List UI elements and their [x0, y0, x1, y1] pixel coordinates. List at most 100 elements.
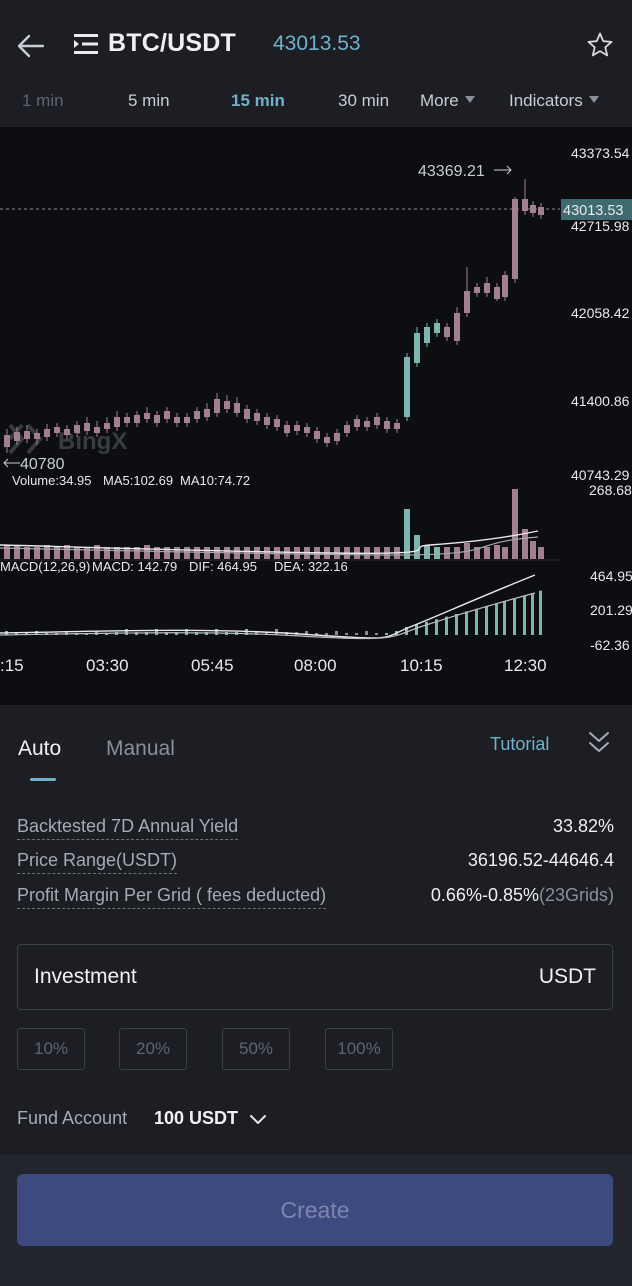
candle-body: [334, 433, 340, 441]
macd-bar: [405, 627, 408, 635]
percent-100-button[interactable]: 100%: [325, 1028, 393, 1070]
macd-bar: [165, 632, 168, 635]
macd-bars-group: [5, 590, 542, 635]
macd-bar: [355, 633, 358, 635]
candle-body: [530, 205, 536, 213]
profit-margin-label[interactable]: Profit Margin Per Grid ( fees deducted): [17, 885, 327, 909]
macd-bar: [215, 629, 218, 635]
volume-bar: [494, 545, 500, 559]
price-axis-label-1: 43373.54: [571, 145, 630, 161]
volume-bar: [144, 545, 150, 559]
percent-20-button[interactable]: 20%: [119, 1028, 187, 1070]
last-price: 43013.53: [273, 32, 361, 55]
macd-bar: [495, 603, 498, 635]
candle-body: [374, 417, 380, 425]
volume-bar: [414, 535, 420, 559]
tab-more[interactable]: More: [420, 91, 475, 111]
favorite-star-icon[interactable]: [586, 31, 614, 59]
fund-account-value[interactable]: 100 USDT: [154, 1108, 239, 1128]
volume-bars-group: [4, 489, 544, 559]
candle-body: [484, 283, 490, 293]
macd-bar: [465, 611, 468, 635]
candle-body: [384, 421, 390, 429]
macd-legend-dif: DIF: 464.95: [189, 559, 257, 574]
annual-yield-value: 33.82%: [552, 816, 614, 836]
volume-bar: [434, 547, 440, 559]
tab-auto[interactable]: Auto: [18, 737, 62, 760]
tab-indicators[interactable]: Indicators: [509, 91, 599, 111]
macd-bar: [345, 633, 348, 635]
percent-50-button[interactable]: 50%: [222, 1028, 290, 1070]
macd-axis-label-2: 201.29: [590, 602, 632, 618]
price-axis-label-5: 40743.29: [571, 467, 630, 483]
info-row-price-range: Price Range(USDT) 36196.52-44646.4: [17, 850, 614, 878]
volume-bar: [114, 547, 120, 559]
candle-body: [104, 423, 110, 429]
price-range-label[interactable]: Price Range(USDT): [17, 850, 178, 874]
investment-unit: USDT: [538, 965, 596, 988]
tab-manual[interactable]: Manual: [106, 737, 175, 760]
chevron-down-icon[interactable]: [248, 1109, 268, 1129]
tab-15min[interactable]: 15 min: [231, 91, 285, 110]
candle-body: [164, 411, 170, 419]
volume-bar: [484, 547, 490, 559]
price-axis-label-4: 41400.86: [571, 393, 630, 409]
volume-legend-volume: Volume:34.95: [12, 473, 92, 488]
grid-count: (23Grids): [538, 885, 614, 905]
macd-dea-line: [0, 592, 536, 640]
candle-body: [304, 427, 310, 433]
volume-ma5-line: [0, 530, 539, 555]
time-label-6: 12:30: [504, 656, 547, 675]
macd-bar: [523, 595, 526, 635]
macd-axis-label-3: -62.36: [590, 637, 630, 653]
back-arrow-icon[interactable]: [14, 30, 46, 62]
tab-more-label: More: [420, 91, 459, 110]
candle-body: [434, 323, 440, 333]
tab-30min[interactable]: 30 min: [338, 91, 390, 110]
header: BTC/USDT 43013.53: [0, 0, 632, 92]
candle-body: [214, 399, 220, 413]
macd-bar: [105, 633, 108, 635]
chart-canvas[interactable]: BingX 43369.21 40780 43373.54 42715.98 4…: [0, 127, 632, 705]
annual-yield-label[interactable]: Backtested 7D Annual Yield: [17, 816, 239, 840]
candle-body: [344, 425, 350, 433]
indicators-dropdown-icon: [588, 96, 599, 103]
candle-body: [512, 199, 518, 279]
volume-bar: [84, 547, 90, 559]
double-chevron-down-icon[interactable]: [586, 729, 612, 757]
candle-body: [24, 431, 30, 439]
time-label-1: :15: [0, 656, 24, 675]
candle-body: [394, 423, 400, 429]
pair-menu-icon[interactable]: [74, 33, 98, 55]
create-button[interactable]: Create: [17, 1174, 613, 1246]
macd-legend-macd: MACD: 142.79: [92, 559, 177, 574]
investment-input[interactable]: Investment USDT: [17, 944, 613, 1010]
volume-bar: [424, 545, 430, 559]
candle-body: [424, 327, 430, 343]
candle-body: [94, 427, 100, 433]
volume-bar: [44, 545, 50, 559]
candlestick-chart[interactable]: BingX 43369.21 40780 43373.54 42715.98 4…: [0, 127, 632, 705]
candle-body: [34, 433, 40, 439]
tab-1min[interactable]: 1 min: [22, 91, 64, 110]
tab-5min[interactable]: 5 min: [128, 91, 170, 110]
candle-body: [14, 432, 20, 441]
grid-bot-panel: Auto Manual Tutorial Backtested 7D Annua…: [0, 705, 632, 1155]
candle-body: [244, 409, 250, 419]
candle-body: [204, 409, 210, 417]
macd-bar: [425, 621, 428, 635]
tutorial-link[interactable]: Tutorial: [490, 734, 550, 754]
percent-10-button[interactable]: 10%: [17, 1028, 85, 1070]
volume-bar: [474, 547, 480, 559]
volume-bar: [14, 545, 20, 559]
candle-body: [354, 419, 360, 427]
macd-legend-dea: DEA: 322.16: [274, 559, 348, 574]
candle-body: [454, 313, 460, 341]
candle-body: [494, 287, 500, 299]
pair-title[interactable]: BTC/USDT: [108, 29, 236, 57]
volume-bar: [530, 541, 536, 559]
candle-body: [224, 401, 230, 409]
volume-bar: [34, 547, 40, 559]
time-label-3: 05:45: [191, 656, 234, 675]
macd-legend-name: MACD(12,26,9): [0, 559, 90, 574]
